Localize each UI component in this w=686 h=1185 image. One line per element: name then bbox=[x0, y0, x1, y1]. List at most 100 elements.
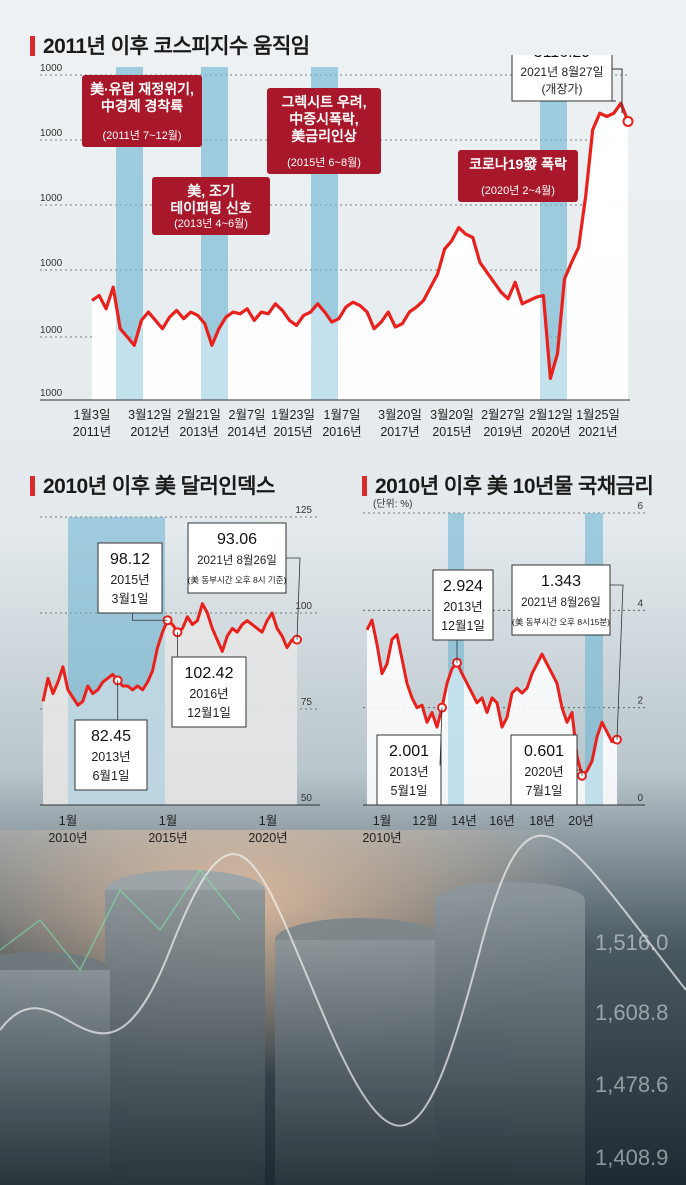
x-tick-label: 2015년 bbox=[148, 831, 187, 845]
y-tick-label: 50 bbox=[301, 793, 313, 804]
x-tick-label: 2019년 bbox=[483, 425, 522, 439]
background-photo: 1,516.0 1,608.8 1,478.6 1,408.9 bbox=[0, 830, 686, 1185]
x-tick-label: 2020년 bbox=[531, 425, 570, 439]
x-tick-label: 2015년 bbox=[273, 425, 312, 439]
event-annotation-text: 코로나19發 폭락 bbox=[469, 156, 567, 172]
y-tick-label: 2 bbox=[637, 696, 643, 707]
y-tick-label: 1000 bbox=[40, 325, 63, 336]
y-tick-label: 1000 bbox=[40, 388, 63, 399]
callout-box bbox=[187, 522, 287, 594]
x-tick-label: 2013년 bbox=[179, 425, 218, 439]
event-annotation-text: 테이퍼링 신호 bbox=[170, 200, 251, 216]
callout-date: 2021년 8월26일 bbox=[521, 595, 601, 609]
callout-date: 2015년 bbox=[110, 573, 149, 587]
background-ticker-number: 1,478.6 bbox=[595, 1072, 668, 1097]
y-tick-label: 4 bbox=[637, 598, 643, 609]
kospi-endpoint-marker bbox=[622, 115, 634, 127]
x-tick-label: 2월27일 bbox=[481, 408, 525, 422]
x-tick-label: 2020년 bbox=[248, 831, 287, 845]
callout-date: 6월1일 bbox=[93, 769, 130, 783]
callout-value: 93.06 bbox=[217, 531, 257, 548]
background-ticker-number: 1,408.9 bbox=[595, 1145, 668, 1170]
callout-leader bbox=[439, 707, 443, 766]
callout-box bbox=[376, 734, 442, 806]
callout-date: (美 동부시간 오후 8시15분) bbox=[512, 617, 610, 627]
kospi-title: 2011년 이후 코스피지수 움직임 bbox=[30, 30, 310, 60]
callout-date: 2020년 bbox=[524, 765, 563, 779]
treasury-title: 2010년 이후 美 10년물 국채금리 bbox=[362, 470, 654, 500]
x-tick-label: 1월23일 bbox=[271, 408, 315, 422]
callout-box bbox=[511, 55, 613, 102]
event-annotation-period: (2013년 4~6월) bbox=[174, 217, 248, 230]
callout-leader bbox=[612, 68, 623, 113]
callout-box bbox=[171, 656, 247, 728]
x-tick-label: 16년 bbox=[489, 814, 514, 828]
callout-value: 98.12 bbox=[110, 551, 150, 568]
callout-date: 2013년 bbox=[389, 765, 428, 779]
callout-box bbox=[74, 719, 148, 791]
title-accent-bar bbox=[30, 476, 35, 496]
callout-value: 3116.29 bbox=[534, 55, 591, 61]
callout-value: 1.343 bbox=[541, 573, 581, 590]
x-tick-label: 2021년 bbox=[578, 425, 617, 439]
event-annotation-text: 그렉시트 우려, bbox=[281, 94, 366, 110]
callout-date: 2021년 8월27일 bbox=[520, 65, 603, 79]
callout-box bbox=[511, 564, 611, 636]
y-tick-label: 100 bbox=[295, 601, 312, 612]
dollar-index-chart: 125 100 75 50 1월 2010년 1월 2015년 1월 2020년 98.12 2015… bbox=[40, 505, 320, 845]
treasury-chart: (단위: %) 6 4 2 0 1월 2010년 12월 14년 16년 18년 20년 2.924 20… bbox=[362, 497, 645, 845]
callout-value: 2.924 bbox=[443, 578, 483, 595]
x-tick-label: 2011년 bbox=[73, 425, 111, 439]
x-tick-label: 2017년 bbox=[380, 425, 419, 439]
x-tick-label: 2010년 bbox=[48, 831, 87, 845]
x-tick-label: 3월20일 bbox=[430, 408, 474, 422]
x-tick-label: 20년 bbox=[568, 814, 593, 828]
callout-box bbox=[510, 734, 578, 806]
callout-leader bbox=[132, 613, 168, 621]
x-tick-label: 18년 bbox=[529, 814, 554, 828]
kospi-area bbox=[92, 103, 628, 400]
x-tick-label: 2015년 bbox=[432, 425, 471, 439]
y-tick-label: 1000 bbox=[40, 258, 63, 269]
kospi-line bbox=[91, 101, 630, 380]
callout-value: 0.601 bbox=[524, 743, 564, 760]
x-tick-label: 1월3일 bbox=[74, 408, 111, 422]
x-tick-label: 2012년 bbox=[130, 425, 169, 439]
highlight-band-overlay bbox=[585, 513, 603, 805]
unit-label: (단위: %) bbox=[373, 497, 413, 510]
x-tick-label: 3월20일 bbox=[378, 408, 422, 422]
event-annotation-period: (2015년 6~8월) bbox=[287, 156, 361, 169]
x-tick-label: 1월7일 bbox=[324, 408, 361, 422]
x-tick-label: 1월25일 bbox=[576, 408, 620, 422]
y-tick-label: 1000 bbox=[40, 128, 63, 139]
event-annotation-text: 美금리인상 bbox=[291, 128, 357, 144]
event-annotation-box bbox=[267, 88, 381, 174]
event-annotation-text: 中경제 경착륙 bbox=[101, 98, 183, 114]
y-tick-label: 125 bbox=[295, 505, 312, 516]
event-annotation-period: (2020년 2~4월) bbox=[481, 184, 555, 197]
callout-date: 12월1일 bbox=[441, 619, 485, 633]
title-accent-bar bbox=[30, 36, 35, 56]
event-annotation-box bbox=[82, 75, 202, 147]
event-annotation-period: (2011년 7~12월) bbox=[102, 129, 181, 142]
callout-value: 102.42 bbox=[185, 665, 234, 682]
callout-leader bbox=[286, 557, 301, 640]
callout-date: 2013년 bbox=[91, 750, 130, 764]
y-tick-label: 6 bbox=[637, 501, 643, 512]
x-tick-label: 2월7일 bbox=[229, 408, 266, 422]
callout-date: 5월1일 bbox=[391, 784, 428, 798]
callout-box bbox=[432, 569, 494, 641]
callout-date: 2021년 8월26일 bbox=[197, 553, 277, 567]
callout-date: (美 동부시간 오후 8시 기준) bbox=[188, 575, 287, 585]
callout-value: 2.001 bbox=[389, 743, 429, 760]
coin-stacks bbox=[0, 870, 585, 1185]
callout-date: 12월1일 bbox=[187, 706, 231, 720]
callout-leader bbox=[577, 769, 583, 776]
event-annotation-text: 中증시폭락, bbox=[289, 111, 358, 127]
event-annotation-text: 美·유럽 재정위기, bbox=[90, 81, 194, 97]
callout-leader bbox=[610, 584, 624, 740]
event-annotation-box bbox=[458, 150, 578, 202]
y-tick-label: 1000 bbox=[40, 193, 63, 204]
x-tick-label: 2010년 bbox=[362, 831, 401, 845]
event-band-overlay bbox=[540, 67, 567, 400]
